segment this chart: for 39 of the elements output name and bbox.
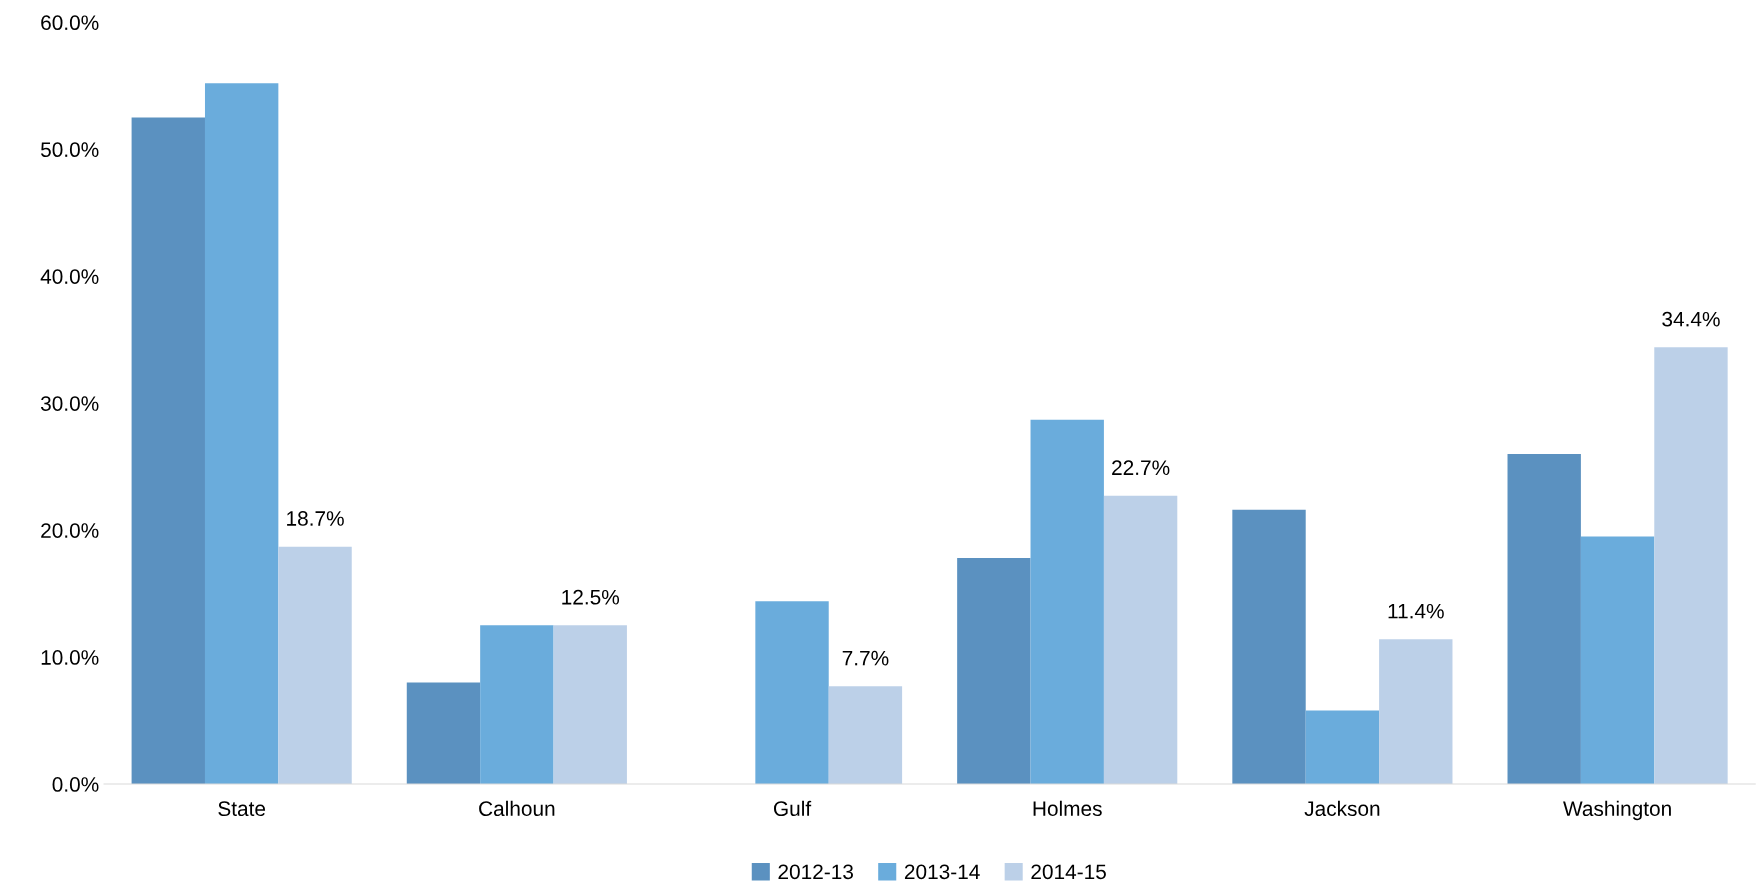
legend-label: 2013-14 <box>904 864 980 880</box>
legend-label: 2014-15 <box>1031 864 1106 880</box>
bar <box>828 686 903 785</box>
bar <box>957 558 1031 785</box>
x-tick-label: Calhoun <box>479 800 555 817</box>
bar <box>131 117 205 785</box>
y-tick-label: 0.0% <box>52 777 99 792</box>
y-tick-label: 60.0% <box>41 15 99 31</box>
y-tick-label: 10.0% <box>41 650 99 665</box>
y-tick-label: 40.0% <box>40 269 99 284</box>
bar <box>480 625 554 785</box>
data-label: 7.7% <box>842 650 889 666</box>
bar <box>278 546 352 785</box>
bar <box>553 625 627 785</box>
bar <box>1580 536 1655 785</box>
bar <box>1654 347 1728 785</box>
x-tick-label: State <box>218 801 266 817</box>
bar <box>755 601 829 785</box>
data-label: 22.7% <box>1112 460 1170 475</box>
data-label: 12.5% <box>562 589 620 605</box>
bar <box>1507 453 1581 785</box>
x-tick-label: Gulf <box>773 800 812 817</box>
x-tick-label: Holmes <box>1033 800 1102 817</box>
data-label: 34.4% <box>1662 311 1720 327</box>
x-tick-label: Washington <box>1563 800 1671 821</box>
bar <box>1232 509 1306 785</box>
bar <box>1379 639 1453 785</box>
bar <box>1030 419 1104 785</box>
bar <box>406 682 481 785</box>
y-tick-label: 30.0% <box>40 396 99 411</box>
legend-label: 2012-13 <box>778 864 853 880</box>
bar <box>204 83 279 785</box>
x-tick-label: Jackson <box>1304 800 1380 817</box>
data-label: 18.7% <box>287 511 344 526</box>
y-tick-label: 50.0% <box>40 142 99 158</box>
y-tick-label: 20.0% <box>41 523 99 538</box>
bar <box>1103 495 1178 785</box>
bar <box>1305 710 1380 785</box>
data-label: 11.4% <box>1388 603 1444 619</box>
